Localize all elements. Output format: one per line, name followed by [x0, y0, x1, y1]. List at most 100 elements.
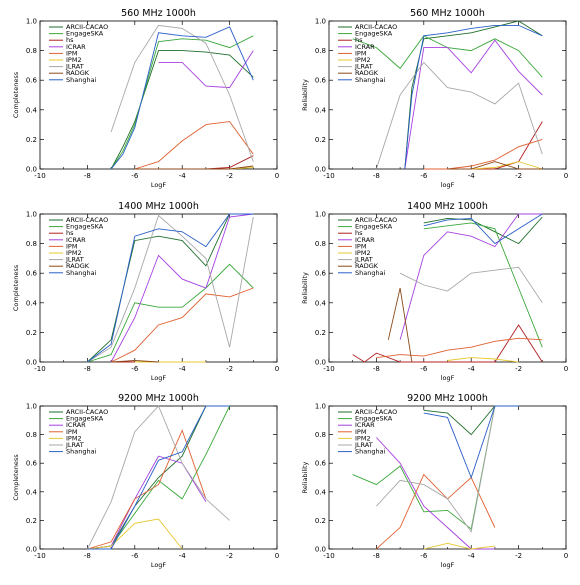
series-line-radgk [111, 360, 159, 363]
y-tick-label: 0.8 [315, 240, 326, 248]
legend-entry: EngageSKA [355, 30, 393, 38]
series-line-radgk [134, 165, 254, 170]
series-line-jlrat [86, 405, 230, 550]
x-tick-label: 0 [564, 365, 568, 373]
x-tick-label: -6 [420, 552, 428, 560]
series-line-arcii-cacao [87, 405, 230, 550]
legend-entry: ICRAR [66, 236, 86, 244]
x-tick-label: -2 [515, 552, 522, 560]
x-tick-label: -8 [84, 552, 91, 560]
series-line-jlrat [399, 266, 543, 304]
x-tick-label: -8 [84, 365, 91, 373]
legend-entry: EngageSKA [66, 415, 104, 423]
x-tick-label: 0 [275, 172, 279, 180]
x-tick-label: -8 [373, 552, 380, 560]
chart-panel-5: 9200 MHz 1000h -10 -8 -6 -4 -2 0 0.0 0.2 0.4 0.6 0.… [12, 393, 279, 569]
series-line-jlrat [110, 24, 254, 162]
y-tick-label: 0.2 [26, 136, 37, 144]
legend-entry: IPM2 [355, 434, 371, 442]
legend-entry: IPM2 [66, 434, 82, 442]
series-line-ipm2 [447, 161, 543, 170]
y-tick-label: 0.4 [315, 488, 327, 496]
legend-entry: ARCII-CACAO [66, 216, 108, 224]
chart-title: 1400 MHz 1000h [407, 201, 488, 212]
y-tick-label: 1.0 [315, 211, 326, 219]
legend-entry: Shanghai [355, 448, 386, 456]
x-tick-label: -4 [179, 365, 187, 373]
y-tick-label: 0.8 [26, 431, 37, 439]
chart-title: 9200 MHz 1000h [407, 393, 488, 404]
legend-entry: IPM2 [66, 249, 82, 257]
chart-title: 560 MHz 1000h [410, 8, 485, 19]
legend-entry: ARCII-CACAO [355, 408, 397, 416]
y-tick-label: 0.6 [26, 460, 38, 468]
series-line-jlrat [376, 405, 519, 533]
y-tick-label: 0.6 [315, 270, 327, 278]
legend: ARCII-CACAOEngageSKAICRARIPMIPM2JLRATSha… [49, 408, 108, 456]
legend-entry: EngageSKA [66, 30, 104, 38]
legend-entry: ARCII-CACAO [66, 23, 108, 31]
series-line-icrar [158, 50, 254, 89]
x-axis-label: LogF [151, 561, 167, 569]
chart-panel-4: 1400 MHz 1000h -10 -8 -6 -4 -2 0 0.0 0.2 0.4 0.6 0.… [301, 201, 568, 382]
chart-title: 9200 MHz 1000h [118, 393, 199, 404]
x-tick-label: -4 [179, 172, 187, 180]
legend-entry: IPM [66, 428, 77, 436]
legend-entry: IPM [66, 242, 77, 250]
y-tick-label: 0.8 [315, 431, 326, 439]
series-line-engageska [110, 35, 254, 170]
legend-entry: RADGK [355, 262, 379, 270]
y-tick-label: 0.4 [26, 488, 38, 496]
series-line-radgk [447, 161, 543, 170]
legend-entry: hs [66, 36, 74, 44]
y-tick-label: 0.6 [315, 77, 327, 85]
legend-entry: Shanghai [66, 269, 97, 277]
y-tick-label: 0.0 [315, 166, 326, 174]
x-tick-label: -6 [131, 365, 139, 373]
series-line-engageska [352, 405, 519, 530]
x-tick-label: 0 [275, 365, 279, 373]
legend-entry: JLRAT [354, 63, 373, 71]
legend-entry: JLRAT [354, 256, 373, 264]
legend: ARCII-CACAOEngageSKAhsICRARIPMIPM2JLRATR… [49, 216, 108, 277]
x-tick-label: -6 [131, 172, 139, 180]
y-tick-label: 0.0 [26, 166, 37, 174]
series-line-shanghai [423, 405, 519, 479]
legend-entry: EngageSKA [355, 223, 393, 231]
y-tick-label: 0.0 [26, 359, 37, 367]
x-tick-label: -4 [468, 365, 476, 373]
series-line-icrar [404, 39, 543, 170]
legend-entry: hs [355, 36, 363, 44]
chart-panel-3: 1400 MHz 1000h -10 -8 -6 -4 -2 0 0.0 0.2 0.4 0.6 0.… [12, 201, 279, 382]
series-line-shanghai [423, 213, 543, 245]
y-tick-label: 0.4 [26, 299, 38, 307]
series-line-ipm [87, 429, 207, 550]
y-tick-label: 0.2 [315, 329, 326, 337]
y-tick-label: 0.6 [315, 460, 327, 468]
chart-panel-6: 9200 MHz 1000h -10 -8 -6 -4 -2 0 0.0 0.2 0.4 0.6 0.… [301, 393, 568, 569]
y-tick-label: 0.6 [26, 270, 38, 278]
x-tick-label: -2 [226, 552, 233, 560]
legend-entry: JLRAT [65, 441, 84, 449]
y-tick-label: 1.0 [26, 211, 37, 219]
y-tick-label: 0.8 [26, 47, 37, 55]
legend-entry: EngageSKA [355, 415, 393, 423]
series-line-radgk [387, 287, 413, 363]
x-axis-label: LogF [151, 374, 167, 382]
legend-entry: hs [66, 229, 74, 237]
legend-entry: ARCII-CACAO [355, 216, 397, 224]
x-tick-label: 0 [275, 552, 279, 560]
legend-entry: EngageSKA [66, 223, 104, 231]
y-axis-label: Completeness [12, 71, 20, 118]
x-tick-label: 0 [564, 552, 568, 560]
series-line-shanghai [87, 405, 230, 550]
series-line-engageska [87, 263, 254, 363]
legend: ARCII-CACAOEngageSKAICRARIPMIPM2JLRATSha… [338, 408, 397, 456]
y-tick-label: 0.2 [26, 329, 37, 337]
series-line-ipm2 [447, 357, 519, 363]
legend-entry: IPM [355, 242, 366, 250]
series-line-engageska [423, 222, 543, 348]
series-line-shanghai [110, 26, 254, 170]
